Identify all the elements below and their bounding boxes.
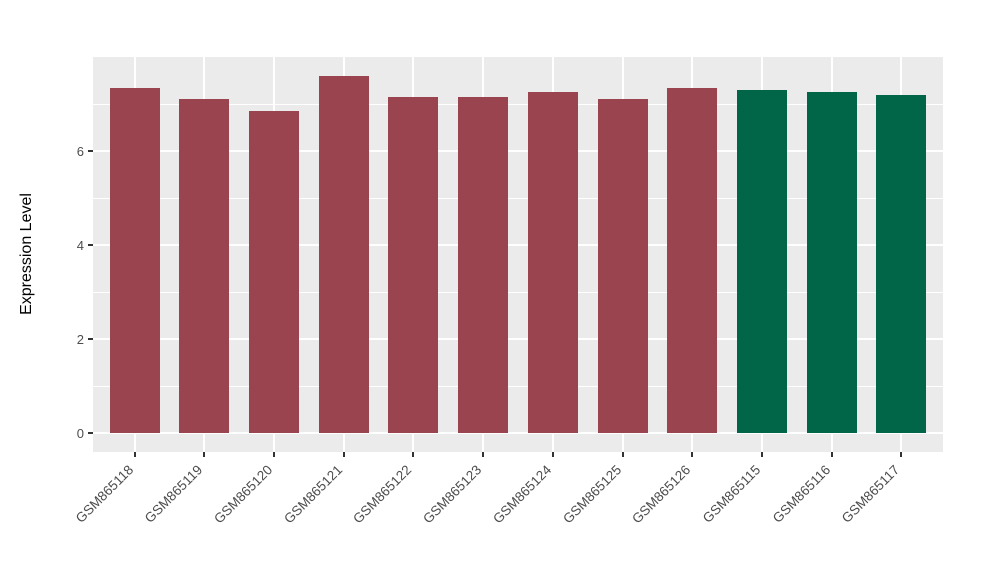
y-tick-label-0: 0 [76, 426, 84, 442]
y-tick-label-4: 4 [76, 238, 84, 254]
y-tick-label-6: 6 [76, 144, 84, 160]
x-tick-mark-GSM865115 [760, 452, 763, 457]
x-tick-mark-GSM865125 [621, 452, 624, 457]
x-tick-mark-GSM865126 [691, 452, 694, 457]
y-axis-title: Expression Level [18, 193, 35, 315]
bar-GSM865122 [388, 96, 439, 434]
bar-GSM865126 [667, 87, 718, 434]
x-tick-mark-GSM865117 [900, 452, 903, 457]
bar-GSM865116 [806, 92, 857, 434]
gridline-minor-y1 [93, 385, 943, 387]
x-tick-mark-GSM865118 [133, 452, 136, 457]
gridline-minor-y3 [93, 291, 943, 293]
plot-panel [93, 57, 943, 452]
x-tick-mark-GSM865120 [273, 452, 276, 457]
x-tick-mark-GSM865119 [203, 452, 206, 457]
y-tick-mark-6 [88, 150, 93, 153]
bar-GSM865124 [527, 92, 578, 434]
gridline-major-y0 [93, 432, 943, 435]
bar-GSM865118 [109, 87, 160, 434]
bar-GSM865117 [876, 94, 927, 434]
bar-GSM865123 [458, 96, 509, 434]
x-tick-mark-GSM865123 [482, 452, 485, 457]
y-tick-mark-2 [88, 338, 93, 341]
bar-GSM865115 [736, 89, 787, 434]
x-tick-mark-GSM865122 [412, 452, 415, 457]
x-tick-mark-GSM865116 [830, 452, 833, 457]
gridline-minor-y5 [93, 197, 943, 199]
bar-GSM865121 [318, 75, 369, 434]
x-tick-mark-GSM865124 [551, 452, 554, 457]
bar-GSM865119 [179, 99, 230, 434]
y-tick-mark-4 [88, 244, 93, 247]
y-tick-label-2: 2 [76, 332, 84, 348]
y-tick-mark-0 [88, 432, 93, 435]
gridline-major-y4 [93, 244, 943, 247]
gridline-minor-y7 [93, 103, 943, 105]
gridline-major-y2 [93, 338, 943, 341]
x-tick-mark-GSM865121 [342, 452, 345, 457]
bar-GSM865120 [249, 111, 300, 434]
gridline-major-y6 [93, 150, 943, 153]
bar-GSM865125 [597, 99, 648, 434]
